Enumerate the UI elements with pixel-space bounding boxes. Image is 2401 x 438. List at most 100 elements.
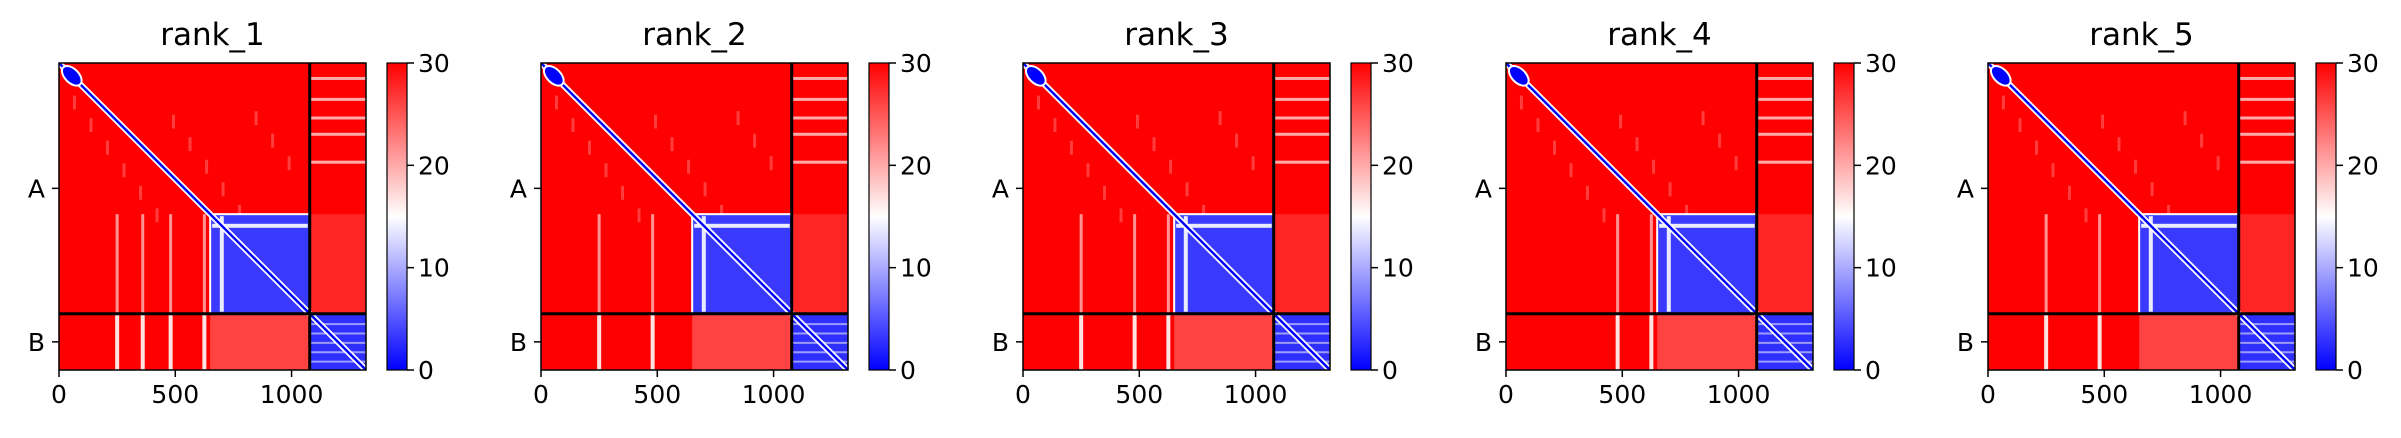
texture-speck xyxy=(1036,95,1040,110)
x-tick-label: 1000 xyxy=(742,380,806,409)
chain-b-block-line xyxy=(791,360,848,363)
strip-stripe xyxy=(650,313,655,370)
heatmap-texture xyxy=(554,95,773,223)
colorbar xyxy=(1833,62,1855,371)
strip-shade xyxy=(1657,313,1757,370)
chain-b-block-line xyxy=(1273,360,1330,363)
texture-speck xyxy=(1119,208,1123,223)
texture-speck xyxy=(271,133,275,148)
texture-speck xyxy=(670,137,674,152)
chain-b-strip xyxy=(597,214,792,370)
x-tick-label: 500 xyxy=(633,380,681,409)
strip-stripe xyxy=(202,214,206,314)
chain-b-block-line xyxy=(1756,323,1813,326)
chain-b-block-line xyxy=(2238,323,2295,326)
band-line xyxy=(309,97,366,101)
chain-b-block-line xyxy=(1756,332,1813,335)
chain-b-block-line xyxy=(1273,351,1330,354)
band-block xyxy=(2238,214,2295,314)
band-line xyxy=(1756,160,1813,164)
chain-b-strip xyxy=(1615,214,1757,370)
strip-stripe xyxy=(115,313,120,370)
chain-b-block-line xyxy=(791,323,848,326)
plot-frame xyxy=(540,62,849,371)
chain-b-block-line xyxy=(309,323,366,326)
colorbar-tick-label: 30 xyxy=(2347,49,2379,78)
plot-frame xyxy=(1987,62,2296,371)
band-line xyxy=(309,76,366,80)
band-line xyxy=(1273,76,1330,80)
band-line xyxy=(2238,76,2295,80)
texture-speck xyxy=(105,140,109,155)
colorbar-tick-label: 0 xyxy=(900,356,916,385)
colorbar-tick-label: 20 xyxy=(1382,151,1414,180)
band-line xyxy=(309,132,366,136)
x-tick-label: 0 xyxy=(1980,380,1996,409)
band-line xyxy=(791,160,848,164)
strip-shade xyxy=(1174,313,1274,370)
chain-b-row-bands xyxy=(2238,76,2295,314)
texture-speck xyxy=(2117,137,2121,152)
texture-speck xyxy=(637,208,641,223)
texture-speck xyxy=(1602,208,1606,223)
texture-speck xyxy=(1734,156,1738,171)
texture-speck xyxy=(1668,182,1672,197)
texture-speck xyxy=(2084,208,2088,223)
heatmap-content xyxy=(1988,63,2295,370)
texture-speck xyxy=(1235,133,1239,148)
panel-title: rank_5 xyxy=(2089,17,2194,53)
band-line xyxy=(2238,116,2295,120)
band-line xyxy=(791,76,848,80)
texture-speck xyxy=(2134,159,2138,174)
band-line xyxy=(2238,132,2295,136)
inner-block-line xyxy=(219,216,224,312)
strip-stripe xyxy=(651,214,655,314)
strip-stripe xyxy=(2044,313,2049,370)
colorbar-tick-label: 0 xyxy=(418,356,434,385)
texture-speck xyxy=(1169,159,1173,174)
band-line xyxy=(791,132,848,136)
band-line xyxy=(309,160,366,164)
heatmap-texture xyxy=(2001,95,2220,223)
heatmap-texture xyxy=(72,95,291,223)
chain-b-block-line xyxy=(2238,332,2295,335)
chain-b-block-line xyxy=(2238,360,2295,363)
colorbar-tick-label: 30 xyxy=(418,49,450,78)
texture-speck xyxy=(139,185,143,200)
band-line xyxy=(1273,97,1330,101)
strip-stripe xyxy=(140,313,145,370)
texture-speck xyxy=(654,114,658,129)
texture-speck xyxy=(1103,185,1107,200)
texture-speck xyxy=(1086,163,1090,178)
panel-title: rank_3 xyxy=(1124,17,1229,53)
texture-speck xyxy=(2167,204,2171,219)
y-tick-label: B xyxy=(510,328,527,357)
strip-stripe xyxy=(1132,313,1137,370)
colorbar-tick-label: 20 xyxy=(418,151,450,180)
plot-frame xyxy=(58,62,367,371)
diagonal-line xyxy=(1506,63,1813,370)
texture-speck xyxy=(587,140,591,155)
texture-speck xyxy=(155,208,159,223)
strip-stripe xyxy=(1616,214,1620,314)
inner-block-line xyxy=(212,223,308,228)
strip-stripe xyxy=(597,313,602,370)
strip-stripe xyxy=(1133,214,1137,314)
texture-speck xyxy=(2183,111,2187,126)
strip-stripe xyxy=(2097,313,2102,370)
diagonal-blob xyxy=(542,64,565,87)
texture-speck xyxy=(703,182,707,197)
band-line xyxy=(1273,160,1330,164)
heatmap-content xyxy=(1023,63,1330,370)
strip-stripe xyxy=(2098,214,2102,314)
strip-stripe xyxy=(169,214,173,314)
texture-speck xyxy=(1718,133,1722,148)
texture-speck xyxy=(1685,204,1689,219)
chain-b-row-bands xyxy=(791,76,848,314)
texture-speck xyxy=(1552,140,1556,155)
colorbar-tick-label: 0 xyxy=(1382,356,1398,385)
